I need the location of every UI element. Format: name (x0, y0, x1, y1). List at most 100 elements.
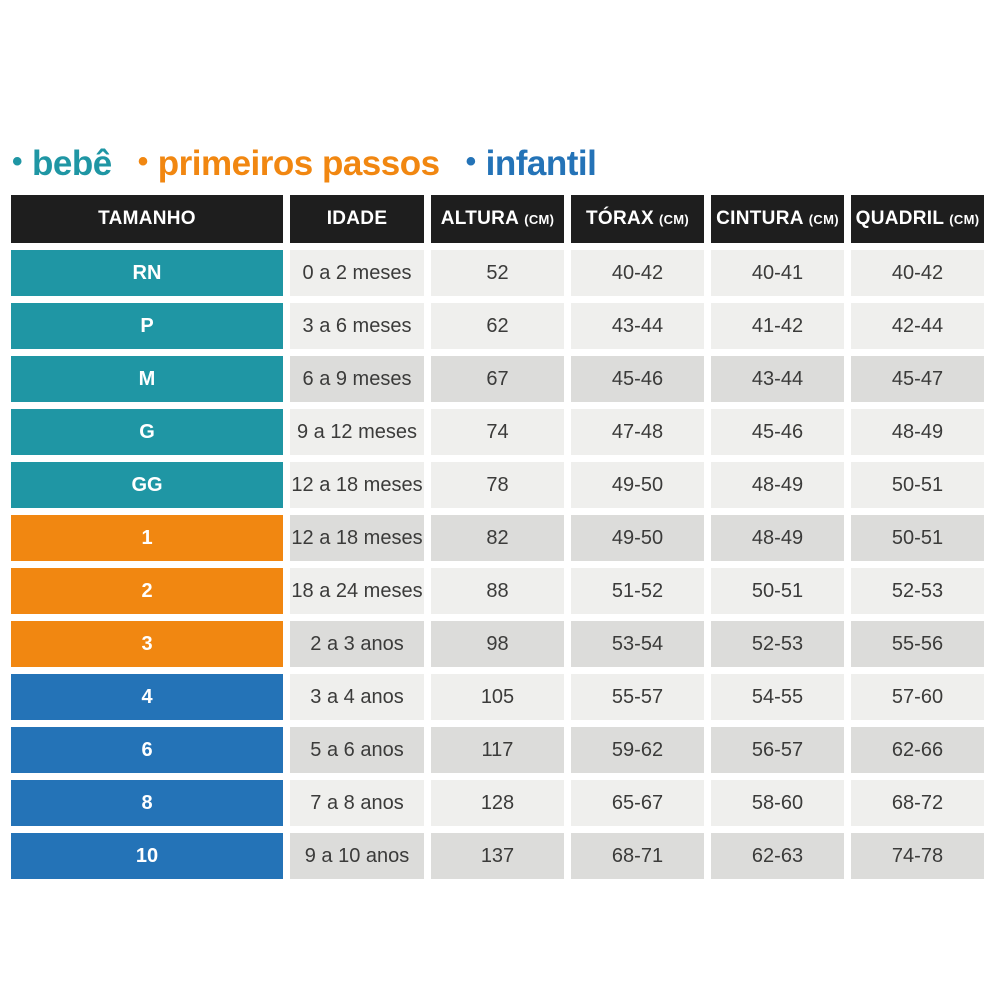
cell-torax: 40-42 (571, 250, 704, 296)
header-unit-label: (CM) (808, 211, 839, 227)
cell-torax: 68-71 (571, 833, 704, 879)
size-cell-g: G (11, 409, 283, 455)
cell-cintura: 40-41 (711, 250, 844, 296)
bullet-icon: • (465, 145, 477, 178)
cell-quadril: 74-78 (851, 833, 984, 879)
cell-idade: 5 a 6 anos (290, 727, 424, 773)
cell-cintura: 48-49 (711, 462, 844, 508)
legend-label-infantil: infantil (485, 144, 597, 183)
size-cell-rn: RN (11, 250, 283, 296)
cell-torax: 45-46 (571, 356, 704, 402)
cell-quadril: 42-44 (851, 303, 984, 349)
size-table: TAMANHO IDADE ALTURA (CM) TÓRAX (CM) CINTURA (C… (11, 195, 984, 879)
cell-torax: 47-48 (571, 409, 704, 455)
header-torax: TÓRAX (CM) (571, 195, 704, 243)
cell-cintura: 54-55 (711, 674, 844, 720)
cell-torax: 49-50 (571, 462, 704, 508)
cell-altura: 78 (431, 462, 564, 508)
header-label: QUADRIL (855, 208, 945, 229)
cell-altura: 88 (431, 568, 564, 614)
header-altura: ALTURA (CM) (431, 195, 564, 243)
cell-idade: 12 a 18 meses (290, 515, 424, 561)
cell-altura: 137 (431, 833, 564, 879)
cell-cintura: 43-44 (711, 356, 844, 402)
cell-quadril: 62-66 (851, 727, 984, 773)
legend-item-primeiros-passos: • primeiros passos (138, 144, 440, 184)
cell-quadril: 40-42 (851, 250, 984, 296)
cell-altura: 105 (431, 674, 564, 720)
header-label: CINTURA (716, 208, 804, 229)
cell-torax: 51-52 (571, 568, 704, 614)
cell-quadril: 68-72 (851, 780, 984, 826)
cell-altura: 74 (431, 409, 564, 455)
cell-idade: 3 a 6 meses (290, 303, 424, 349)
cell-cintura: 50-51 (711, 568, 844, 614)
cell-idade: 2 a 3 anos (290, 621, 424, 667)
size-cell-p: P (11, 303, 283, 349)
header-unit-label: (CM) (524, 211, 555, 227)
size-cell-8: 8 (11, 780, 283, 826)
cell-altura: 82 (431, 515, 564, 561)
bullet-icon: • (12, 145, 23, 178)
cell-torax: 49-50 (571, 515, 704, 561)
size-cell-m: M (11, 356, 283, 402)
cell-altura: 67 (431, 356, 564, 402)
header-tamanho: TAMANHO (11, 195, 283, 243)
cell-torax: 55-57 (571, 674, 704, 720)
cell-cintura: 41-42 (711, 303, 844, 349)
cell-idade: 9 a 10 anos (290, 833, 424, 879)
size-cell-1: 1 (11, 515, 283, 561)
cell-idade: 18 a 24 meses (290, 568, 424, 614)
cell-idade: 3 a 4 anos (290, 674, 424, 720)
cell-idade: 9 a 12 meses (290, 409, 424, 455)
cell-torax: 43-44 (571, 303, 704, 349)
cell-quadril: 52-53 (851, 568, 984, 614)
header-label: ALTURA (440, 208, 520, 229)
cell-torax: 65-67 (571, 780, 704, 826)
header-idade: IDADE (290, 195, 424, 243)
cell-altura: 52 (431, 250, 564, 296)
cell-altura: 117 (431, 727, 564, 773)
cell-torax: 53-54 (571, 621, 704, 667)
header-label: TÓRAX (585, 208, 654, 229)
cell-cintura: 52-53 (711, 621, 844, 667)
cell-cintura: 58-60 (711, 780, 844, 826)
cell-altura: 62 (431, 303, 564, 349)
cell-quadril: 45-47 (851, 356, 984, 402)
size-cell-6: 6 (11, 727, 283, 773)
header-unit-label: (CM) (949, 211, 980, 227)
cell-quadril: 50-51 (851, 462, 984, 508)
cell-idade: 0 a 2 meses (290, 250, 424, 296)
legend-label-bebe: bebê (32, 144, 112, 183)
cell-cintura: 56-57 (711, 727, 844, 773)
size-cell-4: 4 (11, 674, 283, 720)
header-label: IDADE (326, 208, 388, 229)
cell-quadril: 57-60 (851, 674, 984, 720)
cell-quadril: 55-56 (851, 621, 984, 667)
size-cell-10: 10 (11, 833, 283, 879)
size-cell-3: 3 (11, 621, 283, 667)
cell-altura: 98 (431, 621, 564, 667)
cell-cintura: 48-49 (711, 515, 844, 561)
bullet-icon: • (137, 145, 149, 178)
header-quadril: QUADRIL (CM) (851, 195, 984, 243)
legend-item-bebe: • bebê (12, 144, 112, 184)
header-label: TAMANHO (98, 208, 196, 229)
legend: • bebê • primeiros passos • infantil (12, 144, 597, 184)
cell-idade: 12 a 18 meses (290, 462, 424, 508)
header-unit-label: (CM) (658, 211, 690, 227)
cell-quadril: 50-51 (851, 515, 984, 561)
cell-cintura: 62-63 (711, 833, 844, 879)
cell-quadril: 48-49 (851, 409, 984, 455)
legend-item-infantil: • infantil (466, 144, 597, 184)
header-cintura: CINTURA (CM) (711, 195, 844, 243)
legend-label-primeiros-passos: primeiros passos (157, 144, 440, 183)
size-cell-gg: GG (11, 462, 283, 508)
cell-torax: 59-62 (571, 727, 704, 773)
cell-cintura: 45-46 (711, 409, 844, 455)
size-cell-2: 2 (11, 568, 283, 614)
cell-idade: 7 a 8 anos (290, 780, 424, 826)
cell-altura: 128 (431, 780, 564, 826)
cell-idade: 6 a 9 meses (290, 356, 424, 402)
